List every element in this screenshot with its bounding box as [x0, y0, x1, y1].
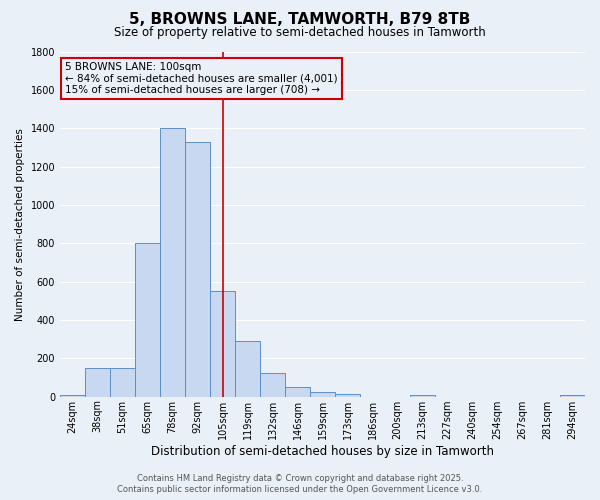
Bar [135, 244, 160, 396]
Bar [285, 387, 310, 396]
Bar [260, 372, 285, 396]
Bar [210, 291, 235, 397]
Text: Size of property relative to semi-detached houses in Tamworth: Size of property relative to semi-detach… [114, 26, 486, 39]
Bar [85, 368, 110, 396]
Text: 5 BROWNS LANE: 100sqm
← 84% of semi-detached houses are smaller (4,001)
15% of s: 5 BROWNS LANE: 100sqm ← 84% of semi-deta… [65, 62, 338, 95]
Text: Contains HM Land Registry data © Crown copyright and database right 2025.
Contai: Contains HM Land Registry data © Crown c… [118, 474, 482, 494]
Bar [160, 128, 185, 396]
Bar [110, 368, 135, 396]
Bar [410, 395, 435, 396]
Bar [60, 394, 85, 396]
Bar [185, 142, 210, 396]
Y-axis label: Number of semi-detached properties: Number of semi-detached properties [15, 128, 25, 320]
Bar [335, 394, 360, 396]
X-axis label: Distribution of semi-detached houses by size in Tamworth: Distribution of semi-detached houses by … [151, 444, 494, 458]
Bar [235, 341, 260, 396]
Bar [560, 395, 585, 396]
Text: 5, BROWNS LANE, TAMWORTH, B79 8TB: 5, BROWNS LANE, TAMWORTH, B79 8TB [130, 12, 470, 28]
Bar [310, 392, 335, 396]
